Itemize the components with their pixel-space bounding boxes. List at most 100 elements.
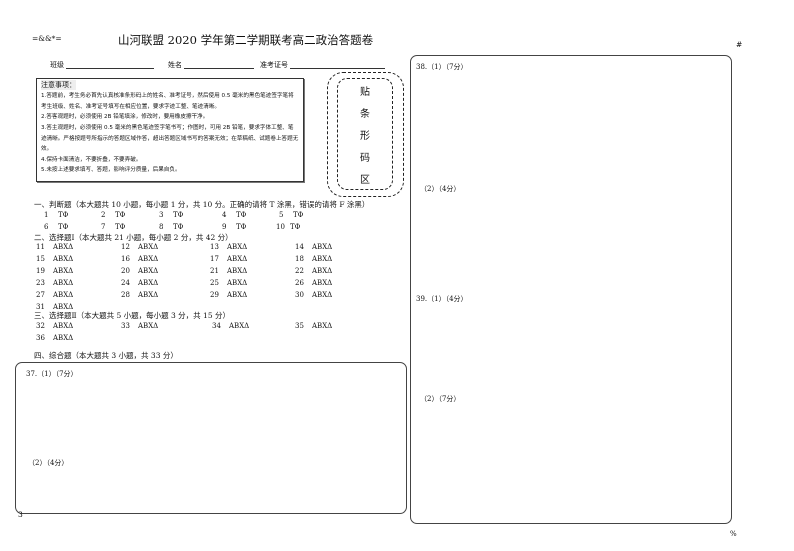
question-number: 20 — [121, 267, 130, 275]
question-number: 11 — [36, 243, 45, 251]
answer-options[interactable]: ABXΔ — [227, 267, 248, 275]
answer-options[interactable]: ABXΔ — [227, 255, 248, 263]
question-number: 31 — [36, 303, 45, 311]
note-item: 2.答客观题时，必须使用 2B 铅笔填涂，修改时，要用橡皮擦干净。 — [41, 114, 209, 121]
answer-options[interactable]: ABXΔ — [53, 291, 74, 299]
answer-options[interactable]: ABXΔ — [312, 243, 333, 251]
answer-options[interactable]: ABXΔ — [138, 322, 159, 330]
page-title: 山河联盟 2020 学年第二学期联考高二政治答题卷 — [118, 33, 374, 47]
bottom-mark: 3 — [18, 510, 23, 519]
class-field[interactable] — [66, 68, 154, 69]
question-number: 10 — [276, 223, 285, 231]
answer-options[interactable]: TΦ — [173, 223, 184, 231]
barcode-char: 贴 — [360, 86, 370, 98]
note-item: 1.答题前，考生务必首先认真核准条形码上的姓名、准考证号，然后使用 0.5 毫米… — [41, 93, 294, 110]
q37-part2: （2）（4分） — [28, 459, 69, 467]
answer-options[interactable]: ABXΔ — [312, 279, 333, 287]
question-number: 25 — [210, 279, 219, 287]
question-number: 33 — [121, 322, 130, 330]
question-number: 7 — [101, 223, 106, 231]
question-number: 12 — [121, 243, 130, 251]
section2-title: 二、选择题Ⅰ（本大题共 21 小题，每小题 2 分，共 42 分） — [34, 233, 233, 242]
question-number: 1 — [44, 211, 49, 219]
barcode-label: 贴 条 形 码 区 — [337, 78, 393, 190]
answer-options[interactable]: ABXΔ — [53, 243, 74, 251]
answer-options[interactable]: TΦ — [173, 211, 184, 219]
question-number: 28 — [121, 291, 130, 299]
question-number: 29 — [210, 291, 219, 299]
section1-title: 一、判断题（本大题共 10 小题，每小题 1 分，共 10 分。正确的请将 T … — [34, 200, 370, 209]
answer-options[interactable]: TΦ — [293, 211, 304, 219]
note-item: 4.保持卡面清洁，不要折叠，不要弄破。 — [41, 156, 142, 163]
answer-options[interactable]: TΦ — [115, 211, 126, 219]
answer-options[interactable]: ABXΔ — [138, 291, 159, 299]
answer-options[interactable]: TΦ — [236, 211, 247, 219]
answer-options[interactable]: TΦ — [236, 223, 247, 231]
answer-options[interactable]: ABXΔ — [138, 267, 159, 275]
question-number: 2 — [101, 211, 106, 219]
q39-part1: 39.（1）（4分） — [416, 295, 468, 303]
answer-options[interactable]: ABXΔ — [312, 267, 333, 275]
note-item: 5.未按上述要求填写、答题，影响评分质量，后果自负。 — [41, 167, 181, 174]
answer-options[interactable]: ABXΔ — [227, 243, 248, 251]
question-number: 32 — [36, 322, 45, 330]
notes-box: 注意事项： 1.答题前，考生务必首先认真核准条形码上的姓名、准考证号，然后使用 … — [36, 78, 304, 182]
question-number: 23 — [36, 279, 45, 287]
answer-options[interactable]: ABXΔ — [229, 322, 250, 330]
barcode-char: 码 — [360, 152, 370, 164]
sheet-code: =&&*= — [32, 34, 62, 43]
answer-options[interactable]: ABXΔ — [312, 322, 333, 330]
question-number: 35 — [295, 322, 304, 330]
q37-answer-box[interactable] — [15, 362, 407, 514]
name-field[interactable] — [184, 68, 254, 69]
exam-id-label: 准考证号 — [260, 61, 288, 69]
answer-options[interactable]: TΦ — [115, 223, 126, 231]
q38-q39-answer-box[interactable] — [410, 55, 732, 524]
answer-options[interactable]: ABXΔ — [227, 279, 248, 287]
question-number: 30 — [295, 291, 304, 299]
answer-options[interactable]: TΦ — [58, 223, 69, 231]
question-number: 3 — [159, 211, 164, 219]
question-number: 8 — [159, 223, 164, 231]
answer-options[interactable]: ABXΔ — [53, 279, 74, 287]
question-number: 14 — [295, 243, 304, 251]
question-number: 22 — [295, 267, 304, 275]
question-number: 4 — [222, 211, 227, 219]
note-item: 3.答主观题时，必须使用 0.5 毫米的黑色笔迹签字笔书写；作图时，可用 2B … — [41, 124, 299, 153]
question-number: 27 — [36, 291, 45, 299]
barcode-area — [327, 72, 404, 197]
answer-options[interactable]: TΦ — [58, 211, 69, 219]
question-number: 17 — [210, 255, 219, 263]
question-number: 13 — [210, 243, 219, 251]
section4-title: 四、综合题（本大题共 3 小题，共 33 分） — [34, 351, 178, 360]
bottom-right-mark: % — [730, 530, 737, 538]
q39-part2: （2）（7分） — [420, 395, 461, 403]
barcode-char: 条 — [360, 108, 370, 120]
class-label: 班级 — [50, 61, 64, 69]
question-number: 19 — [36, 267, 45, 275]
name-label: 姓名 — [168, 61, 182, 69]
question-number: 15 — [36, 255, 45, 263]
answer-options[interactable]: ABXΔ — [53, 303, 74, 311]
question-number: 34 — [212, 322, 221, 330]
question-number: 5 — [279, 211, 284, 219]
answer-options[interactable]: ABXΔ — [138, 255, 159, 263]
notes-list: 1.答题前，考生务必首先认真核准条形码上的姓名、准考证号，然后使用 0.5 毫米… — [41, 91, 299, 176]
answer-options[interactable]: ABXΔ — [138, 279, 159, 287]
answer-options[interactable]: ABXΔ — [312, 291, 333, 299]
question-number: 26 — [295, 279, 304, 287]
answer-options[interactable]: ABXΔ — [312, 255, 333, 263]
exam-id-field[interactable] — [290, 68, 385, 69]
answer-options[interactable]: ABXΔ — [227, 291, 248, 299]
barcode-char: 区 — [360, 174, 370, 186]
notes-heading: 注意事项： — [41, 80, 76, 90]
q38-part2: （2）（4分） — [420, 185, 461, 193]
answer-options[interactable]: ABXΔ — [53, 334, 74, 342]
answer-options[interactable]: TΦ — [290, 223, 301, 231]
answer-options[interactable]: ABXΔ — [53, 255, 74, 263]
answer-options[interactable]: ABXΔ — [53, 322, 74, 330]
answer-options[interactable]: ABXΔ — [53, 267, 74, 275]
answer-options[interactable]: ABXΔ — [138, 243, 159, 251]
barcode-char: 形 — [360, 130, 370, 142]
